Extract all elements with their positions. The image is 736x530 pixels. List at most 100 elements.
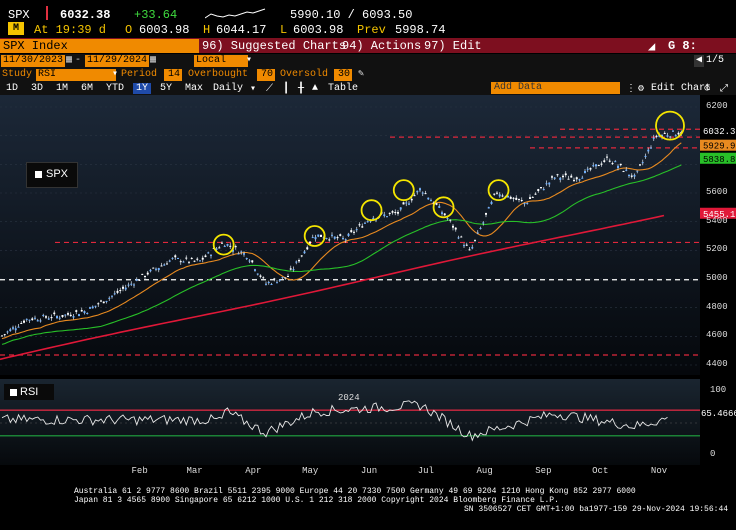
candle-body: [397, 212, 399, 214]
interval-select[interactable]: Daily: [213, 83, 244, 94]
start-date-input[interactable]: 11/30/2023: [1, 55, 66, 67]
edit-menu[interactable]: 97) Edit: [424, 39, 482, 53]
study-select[interactable]: RSI: [36, 69, 116, 81]
candle-body: [542, 189, 545, 191]
candle-body: [53, 312, 56, 315]
low-value: 6003.98: [293, 23, 344, 37]
highlight-circle: [655, 110, 685, 141]
candle-body: [372, 217, 375, 220]
candle-body: [127, 284, 130, 286]
footer-contacts-1: Australia 61 2 9777 8600 Brazil 5511 239…: [74, 487, 636, 496]
candle-body: [589, 168, 592, 170]
candle-body: [413, 195, 416, 197]
candle-body: [36, 320, 39, 322]
candle-body: [355, 229, 358, 231]
spx-legend[interactable]: SPX: [26, 162, 78, 188]
pin-icon[interactable]: ⊙: [704, 84, 711, 95]
bar-style-icon[interactable]: ╂: [298, 84, 305, 95]
axis-value-labels: 6032.38 5929.92 5838.88 5455.17 65.4666: [700, 125, 736, 419]
mountain-icon[interactable]: ▲: [312, 83, 319, 94]
range-1d[interactable]: 1D: [6, 83, 19, 94]
candle-body: [1, 335, 3, 337]
month-tick: Apr: [245, 466, 262, 476]
candle-body: [133, 284, 135, 286]
edit-chart-button[interactable]: Edit Chart: [651, 83, 712, 94]
edit-study-icon[interactable]: ✎: [358, 69, 365, 80]
price-tick: 5400: [706, 215, 728, 226]
candle-body: [204, 255, 207, 258]
range-6m[interactable]: 6M: [81, 83, 94, 94]
interval-chevron-icon[interactable]: ▾: [250, 84, 257, 95]
settings-gear-icon[interactable]: ⚙: [638, 84, 645, 95]
page-back-icon[interactable]: ◀: [694, 55, 705, 67]
chevron-down-icon[interactable]: ▾: [246, 55, 253, 66]
candle-body: [157, 268, 160, 271]
range-max[interactable]: Max: [185, 83, 204, 94]
sparkline-icon: [205, 8, 266, 19]
candle-body: [320, 234, 322, 237]
highlight-circle: [432, 196, 455, 219]
more-options-icon[interactable]: ⋮: [626, 84, 636, 95]
candle-body: [251, 260, 254, 263]
security-field[interactable]: SPX Index: [0, 39, 199, 53]
candle-body: [553, 177, 556, 179]
rsi-tag: 65.4666: [701, 409, 736, 419]
rsi-line: [1, 400, 668, 442]
rsi-legend[interactable]: RSI: [4, 384, 54, 400]
range-1y[interactable]: 1Y: [133, 83, 152, 94]
candle-body: [190, 257, 193, 259]
rsi-series: [0, 400, 700, 442]
footer: Australia 61 2 9777 8600 Brazil 5511 239…: [0, 486, 736, 530]
candle-body: [388, 212, 391, 214]
candle-body: [188, 261, 190, 263]
end-date-input[interactable]: 11/29/2024: [85, 55, 150, 67]
candle-body: [309, 241, 311, 244]
date-settings-row: 11/30/2023 ▦ - 11/29/2024 ▦ Local CCY ▾ …: [0, 54, 736, 78]
candle-body: [331, 234, 333, 236]
highlight-circle: [360, 199, 383, 222]
range-ytd[interactable]: YTD: [106, 83, 125, 94]
candle-body: [281, 276, 284, 278]
study-settings-row: Study RSI ▾ Period 14 Overbought 70 Over…: [0, 68, 736, 82]
candle-body: [487, 207, 490, 209]
oversold-input[interactable]: 30: [334, 69, 352, 81]
line-style-icon[interactable]: ⟋: [266, 84, 273, 95]
candle-body: [245, 257, 248, 260]
candle-body: [427, 197, 430, 200]
candle-body: [207, 252, 210, 254]
overbought-input[interactable]: 70: [257, 69, 275, 81]
timerange-row: 1D 3D 1M 6M YTD 1Y 5Y Max Daily ▾ ⟋ ┃ ╂ …: [0, 82, 736, 95]
candle-body: [292, 269, 295, 271]
ticker-header: SPX 6032.38 +33.64 5990.10 / 6093.50 M A…: [0, 0, 736, 38]
open-label: O: [125, 23, 133, 37]
range-3d[interactable]: 3D: [31, 83, 44, 94]
candle-body: [6, 331, 9, 333]
month-tick: Oct: [592, 466, 609, 476]
ma-slow-line: [0, 214, 665, 361]
calendar-end-icon[interactable]: ▦: [150, 55, 157, 66]
currency-select[interactable]: Local CCY: [194, 55, 248, 78]
candle-body: [394, 211, 397, 214]
candle-body: [317, 234, 320, 237]
calendar-start-icon[interactable]: ▦: [66, 55, 73, 66]
table-button[interactable]: Table: [328, 83, 359, 94]
add-data-input[interactable]: Add Data: [491, 82, 620, 94]
price-chart[interactable]: 6032.38 5929.92 5838.88 5455.17 65.4666: [0, 95, 736, 467]
expand-icon[interactable]: ⤢: [720, 84, 728, 95]
candle-icon[interactable]: ┃: [283, 84, 290, 95]
candle-body: [358, 224, 361, 226]
period-input[interactable]: 14: [164, 69, 182, 81]
candle-body: [361, 226, 364, 228]
range-5y[interactable]: 5Y: [160, 83, 173, 94]
candle-body: [34, 317, 36, 319]
date-separator: -: [75, 55, 82, 66]
study-chevron-icon[interactable]: ▾: [112, 69, 119, 80]
candle-body: [342, 238, 344, 240]
range-1m[interactable]: 1M: [56, 83, 69, 94]
ma-slow-tag-bg: [700, 207, 736, 219]
candle-body: [578, 179, 581, 181]
ma-slow-tag: 5455.17: [703, 210, 736, 220]
launchpad-icon[interactable]: ◢: [648, 40, 656, 54]
suggested-charts-menu[interactable]: 96) Suggested Charts: [202, 39, 347, 53]
actions-menu[interactable]: 94) Actions: [342, 39, 422, 53]
